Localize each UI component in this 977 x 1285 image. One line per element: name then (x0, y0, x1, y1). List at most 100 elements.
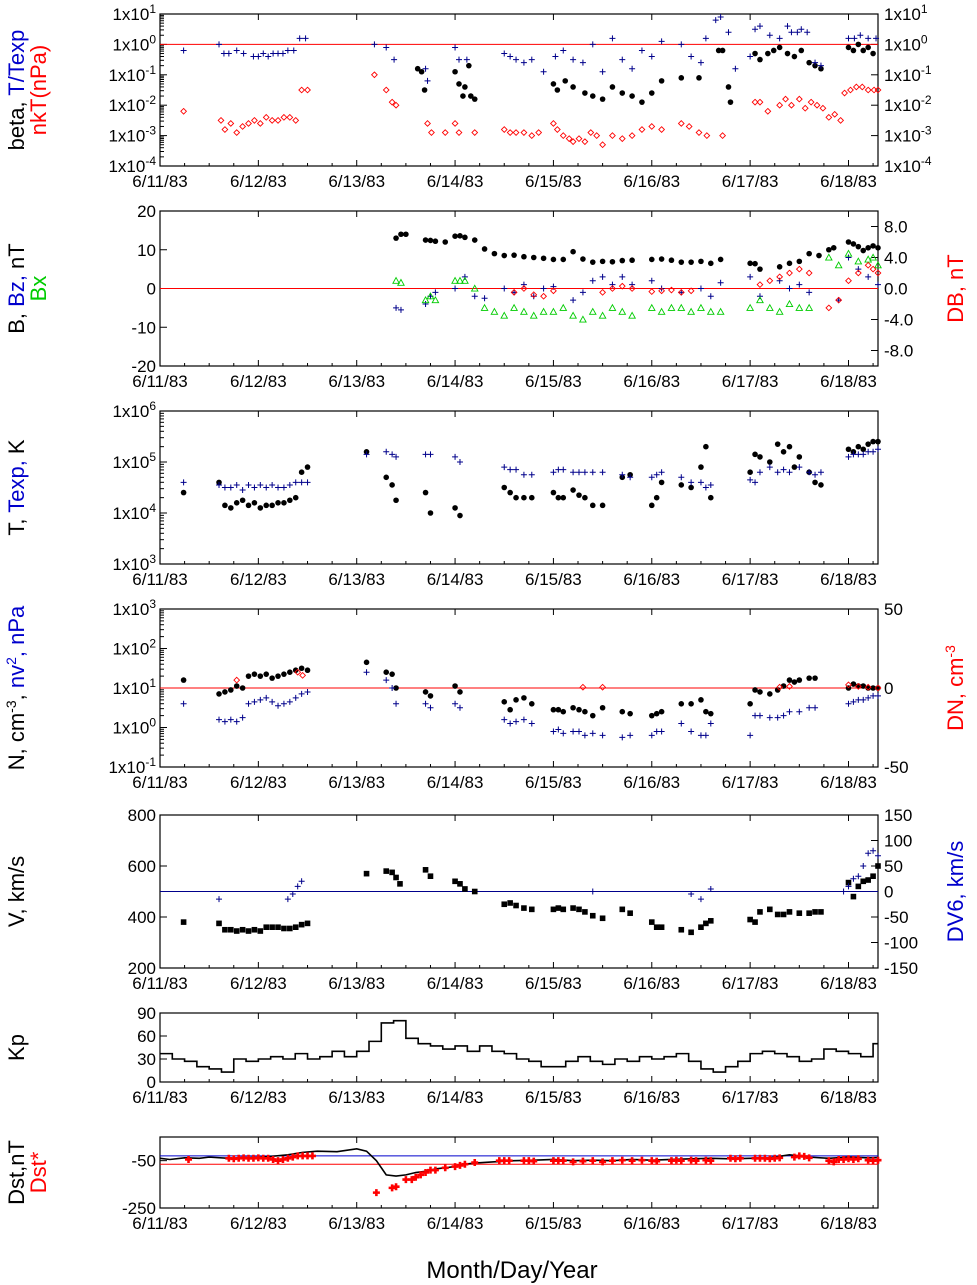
series-b (393, 231, 881, 272)
data-point (462, 84, 468, 90)
x-tick-label: 6/15/83 (525, 570, 582, 589)
data-point (579, 1157, 587, 1165)
data-point (775, 307, 784, 315)
data-point (263, 502, 270, 509)
y-tick-label: 1x10-1 (108, 755, 156, 777)
data-point (677, 303, 686, 311)
x-tick-label: 6/11/83 (132, 570, 187, 589)
data-point (865, 245, 871, 251)
data-point (421, 87, 428, 93)
data-point (308, 1152, 316, 1160)
x-tick-label: 6/14/83 (427, 570, 484, 589)
data-point (528, 720, 535, 727)
data-point (618, 307, 627, 315)
data-point (555, 905, 562, 911)
data-point (845, 239, 852, 245)
data-point (780, 466, 787, 473)
data-point (658, 126, 666, 133)
data-point (619, 708, 626, 715)
data-point (752, 919, 758, 925)
data-point (298, 86, 306, 94)
data-point (521, 905, 527, 911)
series-beta (414, 41, 876, 105)
data-point (560, 466, 567, 473)
data-point (530, 291, 538, 299)
x-tick-label: 6/17/83 (722, 773, 779, 792)
data-point (298, 690, 305, 697)
data-point (287, 669, 293, 675)
data-point (780, 911, 787, 918)
data-point (609, 35, 616, 42)
data-point (298, 921, 305, 928)
data-point (284, 896, 291, 903)
data-point (707, 885, 714, 892)
data-point (648, 474, 655, 481)
data-point (578, 315, 587, 323)
x-tick-label: 6/11/83 (132, 372, 187, 391)
data-point (757, 56, 763, 63)
y-tick-label: -20 (131, 357, 156, 376)
data-point (593, 132, 601, 140)
series-t (180, 438, 881, 519)
y-right-tick-label: 1x100 (884, 32, 928, 54)
data-point (363, 669, 370, 676)
data-point (712, 17, 719, 24)
y-axis-title: nkT(nPa) (26, 45, 51, 135)
x-tick-label: 6/17/83 (722, 372, 779, 391)
data-point (639, 99, 645, 105)
data-point (852, 83, 860, 91)
data-point (725, 29, 732, 36)
x-tick-label: 6/14/83 (427, 773, 484, 792)
data-point (530, 293, 537, 300)
data-point (688, 53, 695, 60)
data-point (692, 1157, 700, 1165)
data-point (520, 716, 527, 723)
x-tick-label: 6/18/83 (820, 372, 877, 391)
data-point (875, 692, 881, 699)
data-point (599, 96, 606, 102)
data-point (269, 481, 276, 488)
y-tick-label: 600 (128, 857, 156, 876)
data-point (627, 474, 634, 481)
data-point (501, 464, 508, 471)
data-point (619, 257, 626, 264)
data-point (383, 677, 390, 684)
x-tick-label: 6/11/83 (132, 974, 187, 993)
data-point (393, 235, 399, 241)
data-point (292, 924, 299, 930)
y-tick-label: 1x100 (112, 32, 156, 54)
data-point (389, 685, 396, 691)
data-point (281, 925, 287, 932)
data-point (383, 868, 390, 874)
series-db (510, 261, 882, 312)
data-point (470, 284, 479, 292)
data-point (703, 443, 709, 450)
data-point (599, 68, 606, 75)
data-point (767, 906, 773, 913)
data-point (619, 471, 626, 478)
y-axis-title: B, Bz, nT (4, 243, 29, 334)
data-point (180, 677, 187, 683)
data-point (786, 469, 793, 476)
data-point (874, 86, 882, 94)
data-point (688, 929, 694, 936)
data-point (845, 879, 852, 886)
data-point (817, 469, 824, 476)
data-point (589, 502, 596, 509)
x-tick-label: 6/11/83 (132, 172, 187, 191)
data-point (471, 237, 478, 243)
y-tick-label: 20 (137, 202, 156, 221)
data-point (860, 683, 867, 689)
data-point (521, 494, 527, 501)
data-point (417, 1171, 425, 1179)
x-tick-label: 6/15/83 (525, 1214, 582, 1233)
data-point (304, 667, 311, 674)
data-point (275, 500, 281, 506)
data-point (579, 683, 587, 691)
data-point (796, 281, 803, 288)
y-axis-title: N, cm-3, nv2, nPa (3, 605, 29, 770)
data-point (588, 307, 597, 315)
data-point (555, 726, 562, 733)
data-point (677, 120, 685, 127)
data-point (825, 113, 833, 121)
